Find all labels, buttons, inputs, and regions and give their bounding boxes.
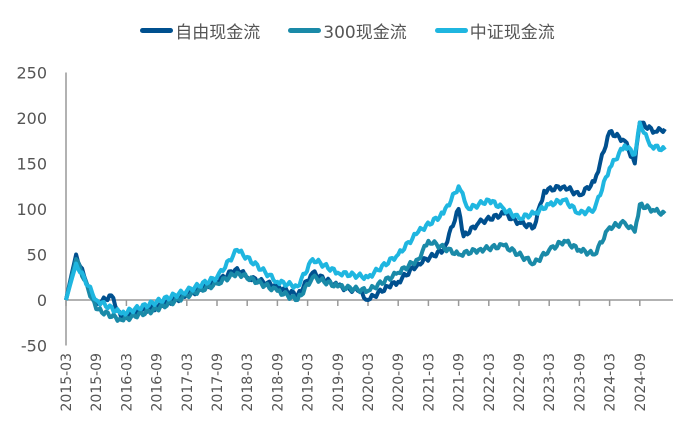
x-tick-label: 2020-09 [391, 353, 407, 412]
legend-item-csi-cf: 中证现金流 [434, 18, 555, 43]
x-tick-label: 2023-03 [542, 353, 558, 412]
x-tick-label: 2018-03 [240, 353, 256, 412]
x-tick-label: 2023-09 [572, 353, 588, 412]
legend-swatch [288, 28, 322, 33]
x-tick-label: 2015-09 [89, 353, 105, 412]
legend-item-300-cf: 300现金流 [288, 18, 407, 43]
x-tick-label: 2019-03 [301, 353, 317, 412]
x-tick-label: 2020-03 [361, 353, 377, 412]
x-tick-label: 2016-09 [150, 353, 166, 412]
y-tick-label: 100 [16, 200, 47, 219]
x-tick-label: 2021-03 [421, 353, 437, 412]
y-tick-label: -50 [21, 337, 47, 356]
x-tick-label: 2017-09 [210, 353, 226, 412]
x-tick-label: 2021-09 [452, 353, 468, 412]
legend-swatch [434, 28, 468, 33]
y-tick-label: 250 [16, 64, 47, 83]
x-tick-label: 2015-03 [59, 353, 75, 412]
x-tick-label: 2017-03 [180, 353, 196, 412]
y-tick-label: 150 [16, 155, 47, 174]
x-tick-label: 2016-03 [119, 353, 135, 412]
y-tick-label: 50 [27, 246, 47, 265]
y-tick-label: 0 [37, 291, 47, 310]
legend-label: 自由现金流 [175, 23, 261, 43]
legend-item-free-cf: 自由现金流 [140, 18, 260, 43]
series-line-2 [64, 120, 667, 317]
legend-label: 300现金流 [323, 23, 407, 43]
legend-swatch [140, 28, 174, 33]
legend: 自由现金流 300现金流 中证现金流 [0, 18, 695, 43]
x-tick-label: 2022-03 [482, 353, 498, 412]
x-tick-label: 2024-09 [633, 353, 649, 412]
x-tick-label: 2019-09 [331, 353, 347, 412]
x-tick-label: 2024-03 [603, 353, 619, 412]
y-tick-label: 200 [16, 109, 47, 128]
x-tick-label: 2022-09 [512, 353, 528, 412]
series-line-1 [64, 201, 667, 323]
x-tick-label: 2018-09 [270, 353, 286, 412]
legend-label: 中证现金流 [469, 23, 555, 43]
